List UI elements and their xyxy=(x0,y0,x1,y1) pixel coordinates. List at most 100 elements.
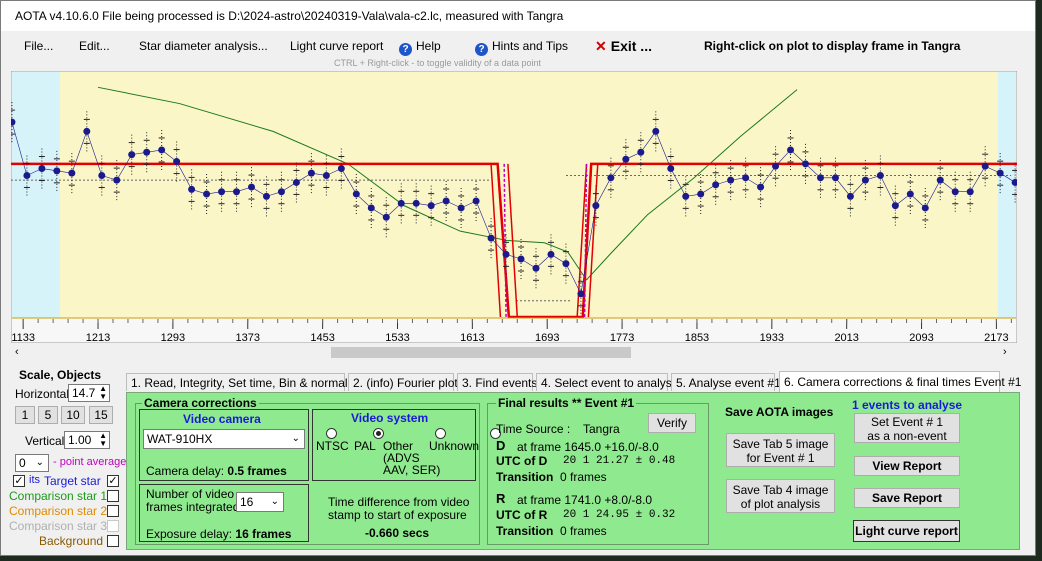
scale-10-button[interactable]: 10 xyxy=(61,406,85,424)
data-point[interactable] xyxy=(382,213,390,221)
scroll-thumb[interactable] xyxy=(331,347,631,358)
verify-button[interactable]: Verify xyxy=(648,413,696,433)
data-point[interactable] xyxy=(787,146,795,154)
data-point[interactable] xyxy=(397,199,405,207)
data-point[interactable] xyxy=(457,204,465,212)
save-tab5-button[interactable]: Save Tab 5 image for Event # 1 xyxy=(726,433,835,467)
data-point[interactable] xyxy=(592,202,600,210)
data-point[interactable] xyxy=(442,197,450,205)
view-report-button[interactable]: View Report xyxy=(854,456,960,476)
data-point[interactable] xyxy=(772,162,780,170)
data-point[interactable] xyxy=(652,127,660,135)
data-point[interactable] xyxy=(637,148,645,156)
plot-scrollbar[interactable]: ‹ › xyxy=(11,345,1017,361)
data-point[interactable] xyxy=(158,146,166,154)
data-point[interactable] xyxy=(921,204,929,212)
data-point[interactable] xyxy=(547,250,555,258)
data-point[interactable] xyxy=(951,188,959,196)
data-point[interactable] xyxy=(352,190,360,198)
point-average-select[interactable]: 0 ⌄ xyxy=(15,454,49,472)
data-point[interactable] xyxy=(53,167,61,175)
data-point[interactable] xyxy=(487,234,495,242)
scroll-left-icon[interactable]: ‹ xyxy=(15,346,19,358)
data-point[interactable] xyxy=(11,118,16,126)
data-point[interactable] xyxy=(502,250,510,258)
data-point[interactable] xyxy=(143,148,151,156)
scroll-right-icon[interactable]: › xyxy=(1003,346,1007,358)
ntsc-radio[interactable] xyxy=(326,428,337,439)
data-point[interactable] xyxy=(532,264,540,272)
tab-find-events[interactable]: 3. Find events xyxy=(457,373,537,391)
menu-help[interactable]: ? Help xyxy=(399,39,441,56)
data-point[interactable] xyxy=(173,158,181,166)
data-point[interactable] xyxy=(292,178,300,186)
data-point[interactable] xyxy=(562,260,570,268)
tab-analyse-event[interactable]: 5. Analyse event #1 xyxy=(671,373,781,391)
data-point[interactable] xyxy=(727,176,735,184)
data-point[interactable] xyxy=(23,171,31,179)
data-point[interactable] xyxy=(712,181,720,189)
data-point[interactable] xyxy=(113,176,121,184)
data-point[interactable] xyxy=(742,174,750,182)
menu-hints[interactable]: ? Hints and Tips xyxy=(475,39,568,56)
light-curve-report-button[interactable]: Light curve report xyxy=(853,520,960,542)
tab-fourier[interactable]: 2. (info) Fourier plot xyxy=(348,373,458,391)
data-point[interactable] xyxy=(322,171,330,179)
menu-star-diameter[interactable]: Star diameter analysis... xyxy=(139,39,268,53)
comparison-star-3-checkbox[interactable] xyxy=(107,520,119,532)
data-point[interactable] xyxy=(757,183,765,191)
data-point[interactable] xyxy=(577,290,585,298)
data-point[interactable] xyxy=(188,185,196,193)
tab-select-event[interactable]: 4. Select event to analyse xyxy=(536,373,678,391)
data-point[interactable] xyxy=(622,155,630,163)
data-point[interactable] xyxy=(517,255,525,263)
tab-read-integrity[interactable]: 1. Read, Integrity, Set time, Bin & norm… xyxy=(126,373,363,391)
data-point[interactable] xyxy=(891,202,899,210)
data-point[interactable] xyxy=(98,171,106,179)
data-point[interactable] xyxy=(1011,178,1017,186)
data-point[interactable] xyxy=(966,188,974,196)
horizontal-scale-input[interactable]: 14.7 ▲ ▼ xyxy=(68,384,110,402)
data-point[interactable] xyxy=(667,165,675,173)
data-point[interactable] xyxy=(248,183,256,191)
data-point[interactable] xyxy=(337,165,345,173)
set-event-non-event-button[interactable]: Set Event # 1 as a non-event xyxy=(854,413,960,443)
data-point[interactable] xyxy=(831,174,839,182)
comparison-star-2-checkbox[interactable] xyxy=(107,505,119,517)
menu-light-curve-report[interactable]: Light curve report xyxy=(290,39,384,53)
data-point[interactable] xyxy=(262,192,270,200)
scale-15-button[interactable]: 15 xyxy=(89,406,113,424)
menu-file[interactable]: File... xyxy=(24,39,54,53)
data-point[interactable] xyxy=(367,204,375,212)
menu-exit[interactable]: ✕ Exit ... xyxy=(595,38,652,55)
data-point[interactable] xyxy=(38,165,46,173)
data-point[interactable] xyxy=(861,176,869,184)
vertical-scale-input[interactable]: 1.00 ▲ ▼ xyxy=(64,431,110,449)
other-radio[interactable] xyxy=(434,428,446,439)
background-checkbox[interactable] xyxy=(107,535,119,547)
data-point[interactable] xyxy=(412,199,420,207)
save-report-button[interactable]: Save Report xyxy=(854,488,960,508)
data-point[interactable] xyxy=(68,169,76,177)
scale-5-button[interactable]: 5 xyxy=(38,406,58,424)
data-point[interactable] xyxy=(697,190,705,198)
data-point[interactable] xyxy=(906,190,914,198)
data-point[interactable] xyxy=(427,202,435,210)
data-point[interactable] xyxy=(802,160,810,168)
data-point[interactable] xyxy=(203,190,211,198)
data-point[interactable] xyxy=(307,169,315,177)
menu-edit[interactable]: Edit... xyxy=(79,39,110,53)
target-star-checkbox[interactable]: ✓ xyxy=(107,475,119,487)
scale-1-button[interactable]: 1 xyxy=(15,406,35,424)
data-point[interactable] xyxy=(128,151,136,159)
data-point[interactable] xyxy=(996,169,1004,177)
unknown-radio[interactable] xyxy=(490,428,502,439)
pal-radio[interactable] xyxy=(373,428,385,439)
comparison-star-1-checkbox[interactable] xyxy=(107,490,119,502)
frames-integrated-select[interactable]: 16 ⌄ xyxy=(236,492,284,512)
data-point[interactable] xyxy=(816,174,824,182)
data-point[interactable] xyxy=(233,188,241,196)
data-point[interactable] xyxy=(607,174,615,182)
camera-select[interactable]: WAT-910HX ⌄ xyxy=(143,429,305,449)
tab-camera-corrections[interactable]: 6. Camera corrections & final times Even… xyxy=(779,371,1021,393)
